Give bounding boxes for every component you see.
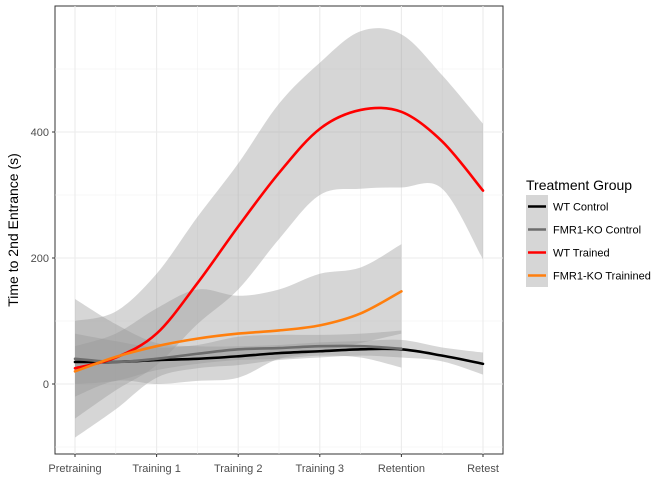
x-tick-label: Training 2 — [214, 463, 263, 475]
axis-ticks: 0 200 400 Pretraining Training 1 Training 2 Tr… — [31, 127, 499, 475]
x-tick-label: Pretraining — [48, 463, 101, 475]
y-tick-label: 200 — [31, 253, 49, 265]
y-tick-label: 400 — [31, 127, 49, 139]
x-tick-label: Retention — [378, 463, 425, 475]
grid-lines — [55, 6, 503, 454]
series-line-2 — [73, 106, 485, 370]
x-tick-label: Retest — [467, 463, 499, 475]
y-tick-label: 0 — [43, 379, 49, 391]
series-lines — [73, 106, 485, 373]
legend-label: FMR1-KO Trainined — [553, 271, 651, 283]
confidence-band-0 — [75, 298, 483, 438]
legend-label: WT Control — [553, 202, 608, 214]
legend: WT Control FMR1-KO Control WT Trained FMR1-… — [526, 195, 651, 287]
confidence-band-2 — [75, 28, 483, 419]
legend-title: Treatment Group — [526, 177, 632, 193]
y-axis-title: Time to 2nd Entrance (s) — [5, 153, 21, 307]
series-line-1 — [73, 344, 403, 364]
x-tick-label: Training 3 — [296, 463, 345, 475]
series-line-3 — [73, 290, 403, 373]
x-tick-label: Training 1 — [132, 463, 181, 475]
legend-label: FMR1-KO Control — [553, 225, 641, 237]
legend-label: WT Trained — [553, 248, 610, 260]
